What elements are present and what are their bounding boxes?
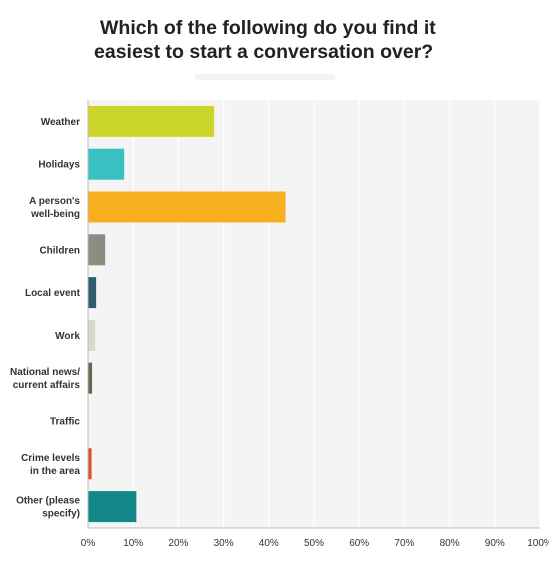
x-tick-label: 20% <box>168 538 188 549</box>
category-label: Crime levels <box>21 453 80 464</box>
x-tick-label: 100% <box>527 538 549 549</box>
chart-title: Which of the following do you find it ea… <box>94 16 520 64</box>
chart-title-line-1: Which of the following do you find it <box>100 17 436 39</box>
faint-subtitle-placeholder <box>195 74 335 80</box>
category-label: Other (please <box>16 496 80 507</box>
x-tick-label: 70% <box>394 538 414 549</box>
bar <box>88 234 106 266</box>
category-label: Holidays <box>38 160 80 171</box>
bar <box>88 362 93 394</box>
category-label: in the area <box>30 466 80 477</box>
category-label: current affairs <box>13 380 81 391</box>
x-tick-label: 0% <box>81 538 96 549</box>
category-label: Work <box>55 331 80 342</box>
chart-title-line-2: easiest to start a conversation over? <box>94 41 434 63</box>
category-label: specify) <box>42 509 80 520</box>
bar <box>88 491 137 523</box>
x-tick-label: 80% <box>440 538 460 549</box>
x-tick-label: 60% <box>349 538 369 549</box>
category-label: A person's <box>29 196 80 207</box>
category-label: Weather <box>41 117 80 128</box>
bar <box>88 448 92 480</box>
x-tick-label: 10% <box>123 538 143 549</box>
bar <box>88 191 286 223</box>
category-label: Local event <box>25 288 81 299</box>
category-label: Children <box>39 245 80 256</box>
x-tick-label: 90% <box>485 538 505 549</box>
category-label: National news/ <box>10 367 80 378</box>
bar <box>88 148 125 180</box>
bar <box>88 319 96 351</box>
category-label: well-being <box>30 209 80 220</box>
category-label: Traffic <box>50 417 80 428</box>
bar <box>88 277 97 309</box>
x-tick-label: 50% <box>304 538 324 549</box>
x-tick-label: 30% <box>214 538 234 549</box>
bar <box>88 105 215 137</box>
x-tick-label: 40% <box>259 538 279 549</box>
